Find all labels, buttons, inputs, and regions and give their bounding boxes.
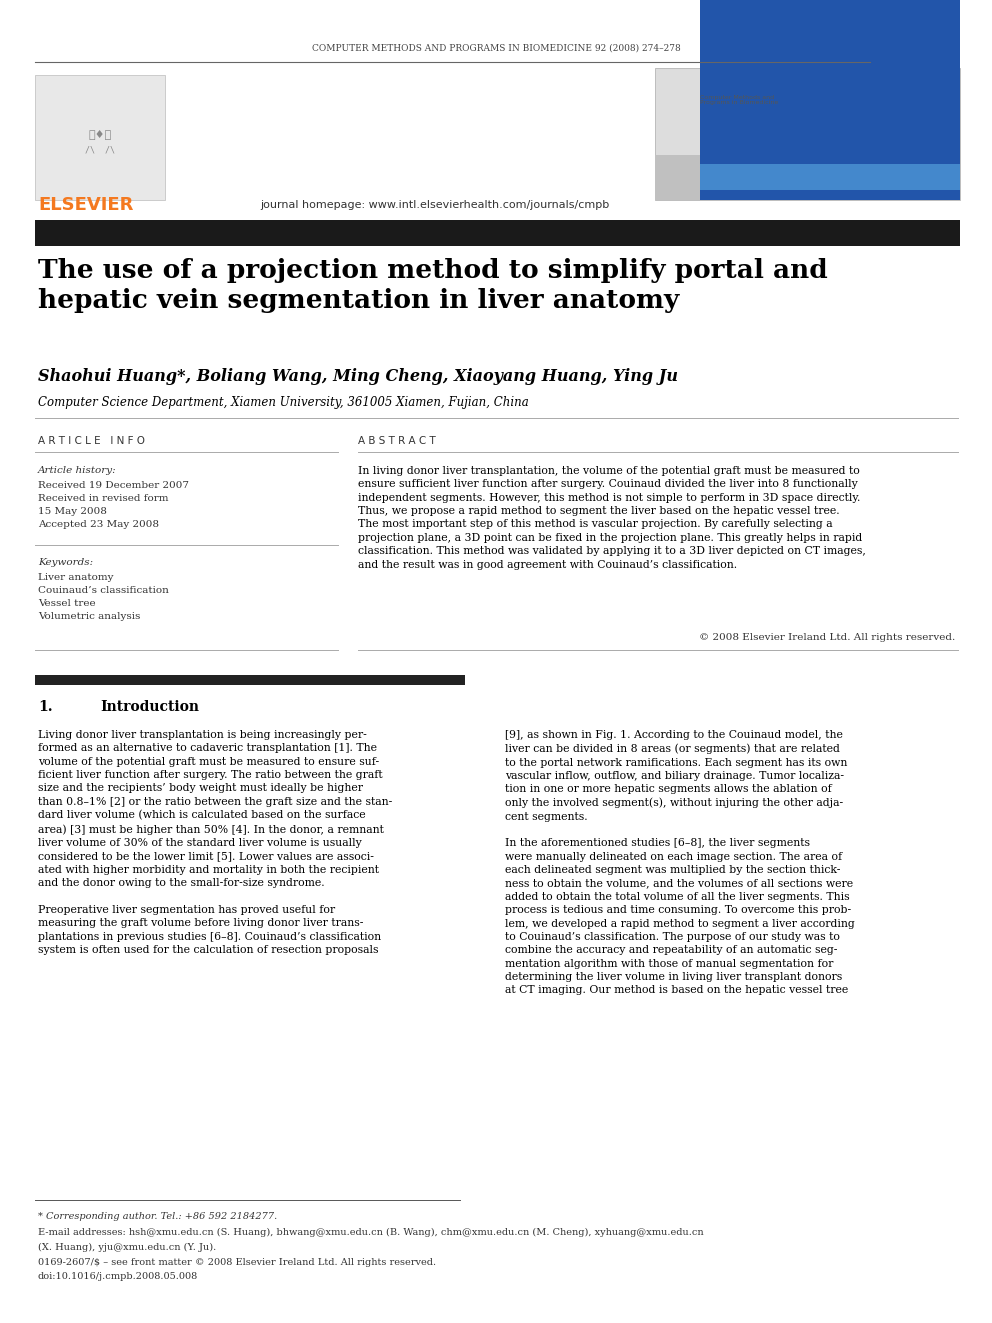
Text: doi:10.1016/j.cmpb.2008.05.008: doi:10.1016/j.cmpb.2008.05.008: [38, 1271, 198, 1281]
Text: 1.: 1.: [38, 700, 53, 714]
Text: ELSEVIER: ELSEVIER: [38, 196, 133, 214]
Text: Couinaud’s classification: Couinaud’s classification: [38, 586, 169, 595]
Text: A R T I C L E   I N F O: A R T I C L E I N F O: [38, 437, 145, 446]
Text: [9], as shown in Fig. 1. According to the Couinaud model, the
liver can be divid: [9], as shown in Fig. 1. According to th…: [505, 730, 855, 995]
Text: Living donor liver transplantation is being increasingly per-
formed as an alter: Living donor liver transplantation is be…: [38, 730, 392, 955]
Text: Article history:: Article history:: [38, 466, 117, 475]
Bar: [700, 0, 960, 200]
Bar: [35, 220, 960, 246]
Text: A B S T R A C T: A B S T R A C T: [358, 437, 435, 446]
Bar: [35, 75, 165, 200]
Text: © 2008 Elsevier Ireland Ltd. All rights reserved.: © 2008 Elsevier Ireland Ltd. All rights …: [698, 632, 955, 642]
Text: Vessel tree: Vessel tree: [38, 599, 95, 609]
Text: The use of a projection method to simplify portal and
hepatic vein segmentation : The use of a projection method to simpli…: [38, 258, 827, 314]
Text: * Corresponding author. Tel.: +86 592 2184277.: * Corresponding author. Tel.: +86 592 21…: [38, 1212, 277, 1221]
Text: Introduction: Introduction: [100, 700, 199, 714]
Text: Computer Science Department, Xiamen University, 361005 Xiamen, Fujian, China: Computer Science Department, Xiamen Univ…: [38, 396, 529, 409]
Text: 0169-2607/$ – see front matter © 2008 Elsevier Ireland Ltd. All rights reserved.: 0169-2607/$ – see front matter © 2008 El…: [38, 1258, 436, 1267]
Text: Received in revised form: Received in revised form: [38, 493, 169, 503]
Text: 15 May 2008: 15 May 2008: [38, 507, 107, 516]
Bar: [35, 675, 465, 685]
Text: /\  /\: /\ /\: [85, 146, 115, 155]
Bar: [700, 164, 960, 191]
Text: Keywords:: Keywords:: [38, 558, 93, 568]
Text: journal homepage: www.intl.elsevierhealth.com/journals/cmpb: journal homepage: www.intl.elsevierhealt…: [260, 200, 609, 210]
Text: Shaohui Huang*, Boliang Wang, Ming Cheng, Xiaoyang Huang, Ying Ju: Shaohui Huang*, Boliang Wang, Ming Cheng…: [38, 368, 678, 385]
Bar: [655, 155, 960, 200]
Text: (X. Huang), yju@xmu.edu.cn (Y. Ju).: (X. Huang), yju@xmu.edu.cn (Y. Ju).: [38, 1244, 216, 1252]
Text: Liver anatomy: Liver anatomy: [38, 573, 113, 582]
Text: Received 19 December 2007: Received 19 December 2007: [38, 482, 189, 490]
Text: Volumetric analysis: Volumetric analysis: [38, 613, 141, 620]
Text: E-mail addresses: hsh@xmu.edu.cn (S. Huang), bhwang@xmu.edu.cn (B. Wang), chm@xm: E-mail addresses: hsh@xmu.edu.cn (S. Hua…: [38, 1228, 703, 1237]
Text: COMPUTER METHODS AND PROGRAMS IN BIOMEDICINE 92 (2008) 274–278: COMPUTER METHODS AND PROGRAMS IN BIOMEDI…: [311, 44, 681, 53]
Text: Accepted 23 May 2008: Accepted 23 May 2008: [38, 520, 159, 529]
Text: In living donor liver transplantation, the volume of the potential graft must be: In living donor liver transplantation, t…: [358, 466, 866, 569]
Text: Computer Methods and
Programs in Biomedicine: Computer Methods and Programs in Biomedi…: [700, 95, 779, 106]
Text: ⫫♦⫫: ⫫♦⫫: [88, 130, 112, 140]
Bar: [655, 67, 960, 200]
